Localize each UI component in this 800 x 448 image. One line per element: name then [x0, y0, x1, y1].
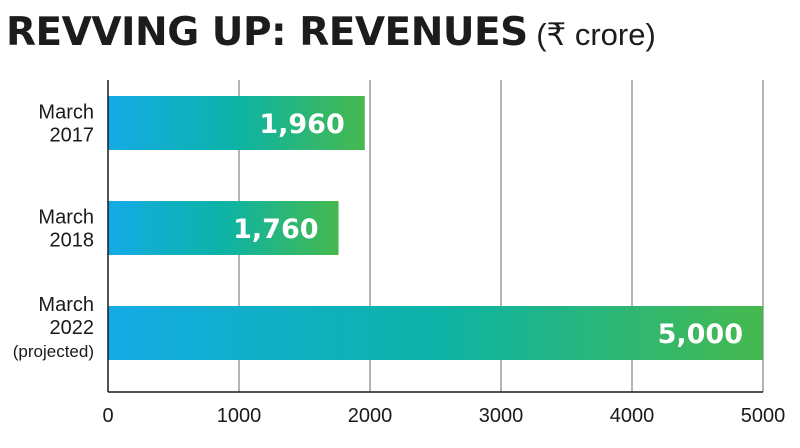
chart-title: REVVING UP: REVENUES (₹ crore) — [6, 10, 656, 55]
value-label-0: 1,960 — [259, 109, 344, 140]
bar-1 — [108, 201, 339, 255]
category-label-1-line-1: 2018 — [50, 230, 95, 252]
category-label-1-line-0: March — [38, 207, 94, 229]
chart-title-main: REVVING UP: REVENUES — [6, 10, 528, 55]
bar-0 — [108, 96, 365, 150]
x-tick-label-1000: 1000 — [217, 405, 262, 427]
value-label-1: 1,760 — [233, 214, 318, 245]
axes — [107, 80, 763, 393]
x-tick-label-4000: 4000 — [610, 405, 655, 427]
category-label-0-line-1: 2017 — [50, 125, 95, 147]
category-label-2-line-0: March — [38, 294, 94, 316]
bar-2 — [108, 306, 763, 360]
value-label-2: 5,000 — [658, 319, 743, 350]
labels: 1,9601,7605,000March2017March2018March20… — [13, 102, 786, 428]
category-label-2-line-2: (projected) — [13, 342, 94, 361]
chart-title-unit: (₹ crore) — [536, 17, 656, 52]
x-tick-label-3000: 3000 — [479, 405, 524, 427]
x-tick-label-5000: 5000 — [741, 405, 786, 427]
x-tick-label-2000: 2000 — [348, 405, 393, 427]
x-tick-label-0: 0 — [102, 405, 113, 427]
bars — [108, 96, 763, 360]
category-label-0-line-0: March — [38, 102, 94, 124]
category-label-2-line-1: 2022 — [50, 317, 95, 339]
